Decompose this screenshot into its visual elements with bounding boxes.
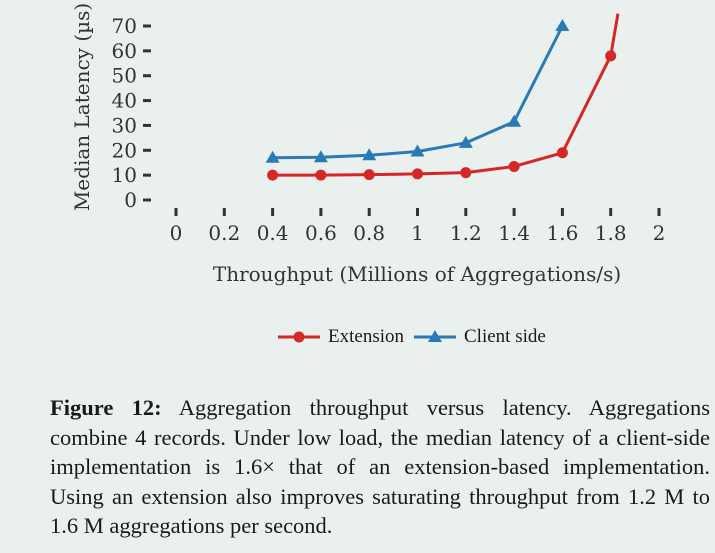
data-point: [555, 19, 570, 31]
data-point: [363, 169, 375, 181]
caption-label: Figure 12:: [50, 395, 162, 420]
series-markers-extension: [267, 50, 617, 181]
legend-label-client-side: Client side: [464, 326, 546, 347]
y-tick-label: 40: [112, 89, 137, 113]
legend-item-extension: Extension: [278, 326, 404, 348]
data-point: [605, 50, 617, 62]
data-point: [507, 114, 522, 127]
y-tick-label: 70: [112, 14, 137, 38]
data-point: [313, 150, 328, 163]
data-point: [362, 148, 377, 161]
data-point: [315, 169, 327, 181]
y-tick-label: 0: [124, 188, 137, 212]
y-tick-label: 10: [112, 163, 137, 187]
caption-text: Aggregation throughput versus latency. A…: [50, 395, 710, 538]
figure-caption: Figure 12: Aggregation throughput versus…: [50, 393, 710, 541]
legend-item-client-side: Client side: [414, 326, 546, 348]
data-point: [265, 150, 280, 163]
x-tick-label: 1: [411, 221, 424, 245]
x-tick-label: 1.2: [450, 221, 482, 245]
latency-chart: Median Latency (µs) Throughput (Millions…: [70, 3, 666, 286]
y-tick-label: 50: [112, 64, 137, 88]
series-line-client-side: [272, 25, 564, 160]
legend: Extension Client side: [278, 322, 546, 352]
series-markers-client-side: [265, 19, 570, 163]
x-axis: 0 0.2 0.4 0.6 0.8 1 1.2 1.4 1.6 1.8 2: [170, 208, 666, 245]
data-point: [508, 160, 520, 172]
x-tick-label: 0.8: [353, 221, 385, 245]
data-point: [460, 167, 472, 179]
x-tick-label: 1.4: [498, 221, 530, 245]
y-tick-label: 30: [112, 113, 137, 137]
x-tick-label: 2: [653, 221, 666, 245]
x-tick-label: 1.6: [546, 221, 578, 245]
x-tick-label: 0: [170, 221, 183, 245]
data-point: [267, 169, 279, 181]
x-tick-label: 1.8: [595, 221, 627, 245]
y-tick-label: 60: [112, 39, 137, 63]
legend-label-extension: Extension: [328, 326, 404, 347]
x-axis-title: Throughput (Millions of Aggregations/s): [213, 262, 621, 286]
x-tick-label: 0.2: [208, 221, 240, 245]
data-point: [458, 135, 473, 148]
legend-swatch-extension: [278, 331, 320, 343]
y-axis-title: Median Latency (µs): [70, 3, 94, 211]
plot-area: [265, 13, 620, 181]
x-tick-label: 0.6: [305, 221, 337, 245]
data-point: [556, 147, 568, 159]
legend-swatch-client-side: [414, 330, 456, 342]
x-tick-label: 0.4: [257, 221, 289, 245]
data-point: [412, 168, 423, 180]
data-point: [410, 144, 425, 157]
y-tick-label: 20: [112, 138, 137, 162]
